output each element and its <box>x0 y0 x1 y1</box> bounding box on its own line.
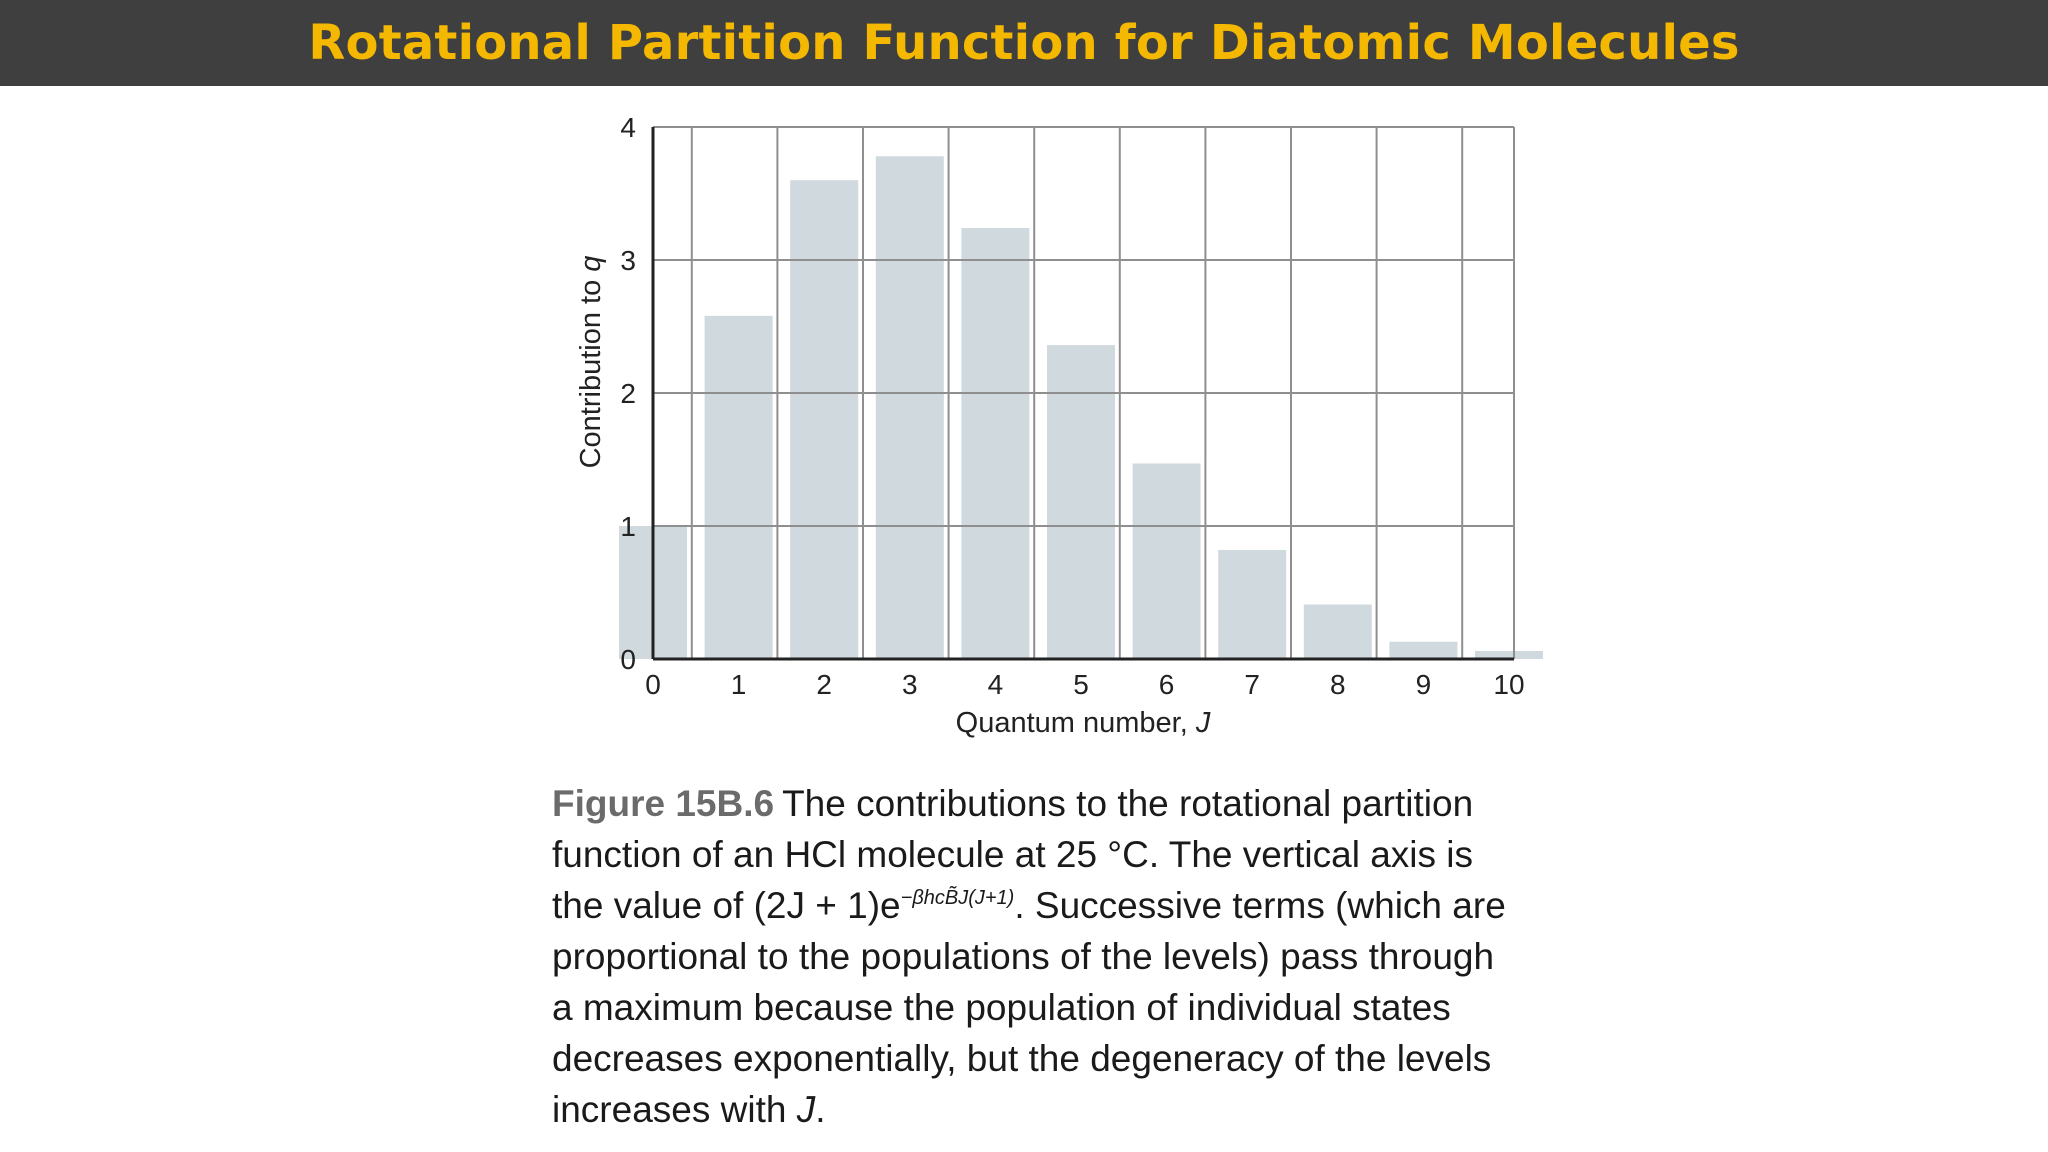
y-tick-label: 1 <box>620 511 636 542</box>
x-tick-label: 2 <box>816 669 832 700</box>
caption-text-1: The contributions to the rotational part… <box>782 783 1474 824</box>
bar-j-2 <box>790 180 859 659</box>
bar-j-6 <box>1132 463 1201 659</box>
x-tick-label: 0 <box>645 669 661 700</box>
caption-line-4: proportional to the populations of the l… <box>552 936 1495 977</box>
bar-j-7 <box>1218 549 1287 659</box>
y-tick-label: 0 <box>620 644 636 675</box>
x-axis-title: Quantum number, J <box>956 707 1211 739</box>
x-tick-label: 6 <box>1159 669 1175 700</box>
bar-j-3 <box>875 156 944 659</box>
x-tick-label: 9 <box>1416 669 1432 700</box>
x-tick-label: 1 <box>731 669 747 700</box>
caption-line-6: decreases exponentially, but the degener… <box>552 1038 1492 1079</box>
caption-text-3: . Successive terms (which are <box>1014 885 1506 926</box>
caption-line-2: function of an HCl molecule at 25 °C. Th… <box>552 834 1474 875</box>
caption-period: . <box>815 1089 826 1130</box>
caption-exponent: −βhcB̃J(J+1) <box>900 887 1015 909</box>
bar-j-5 <box>1047 345 1115 659</box>
bar-j-8 <box>1303 604 1372 659</box>
y-tick-label: 4 <box>620 112 636 143</box>
figure-caption: Figure 15B.6 The contributions to the rot… <box>552 778 1552 1135</box>
x-tick-label: 7 <box>1244 669 1260 700</box>
caption-line-3: the value of (2J + 1)e−βhcB̃J(J+1). Succ… <box>552 880 1552 931</box>
x-tick-label: 5 <box>1073 669 1089 700</box>
x-tick-label: 4 <box>988 669 1004 700</box>
caption-line-7: increases with J. <box>552 1084 1552 1135</box>
y-axis-title: Contribution to q <box>575 256 607 469</box>
caption-text-7: increases with <box>552 1089 797 1130</box>
x-tick-label: 10 <box>1493 669 1524 700</box>
bar-chart: 0 1 2 3 4 0 1 2 3 4 5 6 7 8 9 10 Quantum number, J Contri… <box>575 112 1543 739</box>
figure-label: Figure 15B.6 <box>552 783 775 824</box>
caption-line-1: Figure 15B.6 The contributions to the rot… <box>552 778 1552 829</box>
x-tick-label: 8 <box>1330 669 1346 700</box>
x-tick-label: 3 <box>902 669 918 700</box>
slide-title: Rotational Partition Function for Diatom… <box>308 15 1740 71</box>
bar-j-1 <box>704 315 773 659</box>
caption-formula: the value of (2J + 1)e <box>552 885 901 926</box>
caption-line-5: a maximum because the population of indi… <box>552 987 1451 1028</box>
bar-j-4 <box>961 228 1030 659</box>
title-bar: Rotational Partition Function for Diatom… <box>0 0 2048 86</box>
caption-variable-j: J <box>796 1089 816 1130</box>
bar-j-9 <box>1389 641 1458 659</box>
bar-j-10 <box>1475 651 1543 659</box>
y-tick-label: 3 <box>620 245 636 276</box>
y-tick-label: 2 <box>620 378 636 409</box>
